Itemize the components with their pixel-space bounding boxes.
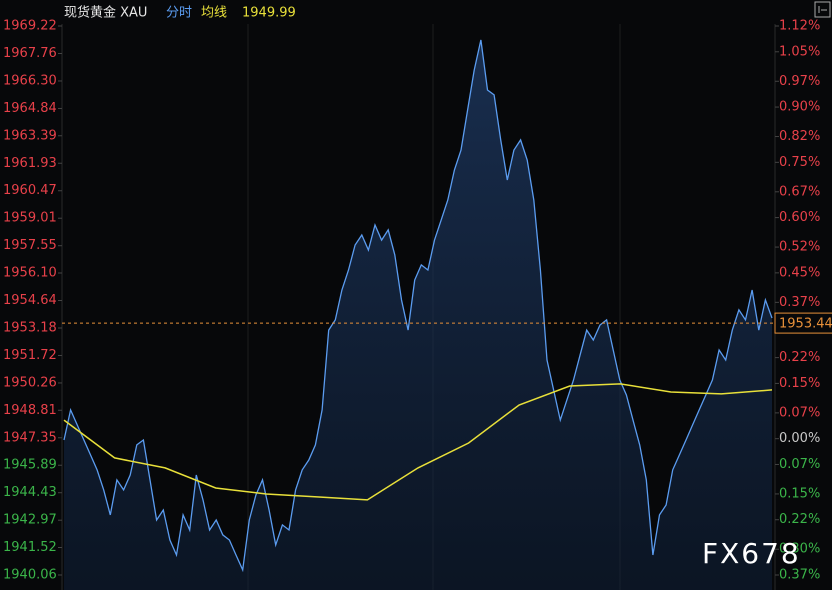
watermark: FX678: [702, 537, 801, 570]
y-tick-label: 1969.22: [3, 19, 57, 34]
y2-tick-label: 0.82%: [779, 129, 820, 144]
y2-tick-label: 0.37%: [779, 568, 820, 583]
y2-tick-label: 0.90%: [779, 100, 820, 115]
y2-tick-label: 0.60%: [779, 210, 820, 225]
y2-tick-label: 0.07%: [779, 405, 820, 420]
y-tick-label: 1960.47: [3, 183, 57, 198]
y2-tick-label: 0.15%: [779, 486, 820, 501]
average-line: [63, 383, 773, 501]
y-tick-label: 1947.35: [3, 430, 57, 445]
area-fill: [64, 39, 772, 590]
y-tick-label: 1942.97: [3, 513, 57, 528]
last-price-box: [774, 312, 832, 334]
avg-label: 均线: [201, 6, 227, 21]
y2-tick-label: 1.12%: [779, 19, 820, 34]
y2-tick-label: 0.22%: [779, 512, 820, 527]
y-tick-label: 1967.76: [3, 46, 57, 61]
y-tick-label: 1941.52: [3, 540, 57, 555]
y-tick-label: 1950.26: [3, 375, 57, 390]
y2-tick-label: 0.30%: [779, 542, 820, 557]
y-tick-label: 1945.89: [3, 458, 57, 473]
y-tick-label: 1940.06: [3, 568, 57, 583]
expand-icon[interactable]: [814, 1, 831, 18]
y2-tick-label: 0.22%: [779, 350, 820, 365]
avg-value: 1949.99: [242, 6, 296, 21]
y-tick-label: 1951.72: [3, 348, 57, 363]
y2-tick-label: 0.07%: [779, 457, 820, 472]
y2-tick-label: 1.05%: [779, 44, 820, 59]
y2-tick-label: 0.75%: [779, 155, 820, 170]
y-tick-label: 1961.93: [3, 156, 57, 171]
title: 现货黄金 XAU: [64, 5, 147, 21]
y-tick-label: 1963.39: [3, 128, 57, 143]
y2-tick-label: 0.67%: [779, 184, 820, 199]
y2-tick-label: 0.00%: [779, 431, 820, 446]
y2-tick-label: 0.52%: [779, 240, 820, 255]
y2-tick-label: 0.45%: [779, 265, 820, 280]
y-tick-label: 1966.30: [3, 73, 57, 88]
y-tick-label: 1954.64: [3, 293, 57, 308]
price-line: [63, 39, 773, 573]
y-tick-label: 1948.81: [3, 403, 57, 418]
y-tick-label: 1964.84: [3, 101, 57, 116]
mode-label: 分时: [166, 6, 192, 21]
y-tick-label: 1959.01: [3, 211, 57, 226]
y-tick-label: 1957.55: [3, 238, 57, 253]
y-tick-label: 1944.43: [3, 485, 57, 500]
y-tick-label: 1953.18: [3, 320, 57, 335]
last-price-label: 1953.44: [779, 317, 832, 332]
y-tick-label: 1956.10: [3, 266, 57, 281]
y2-tick-label: 0.37%: [779, 295, 820, 310]
y2-tick-label: 0.15%: [779, 376, 820, 391]
y2-tick-label: 0.97%: [779, 74, 820, 89]
